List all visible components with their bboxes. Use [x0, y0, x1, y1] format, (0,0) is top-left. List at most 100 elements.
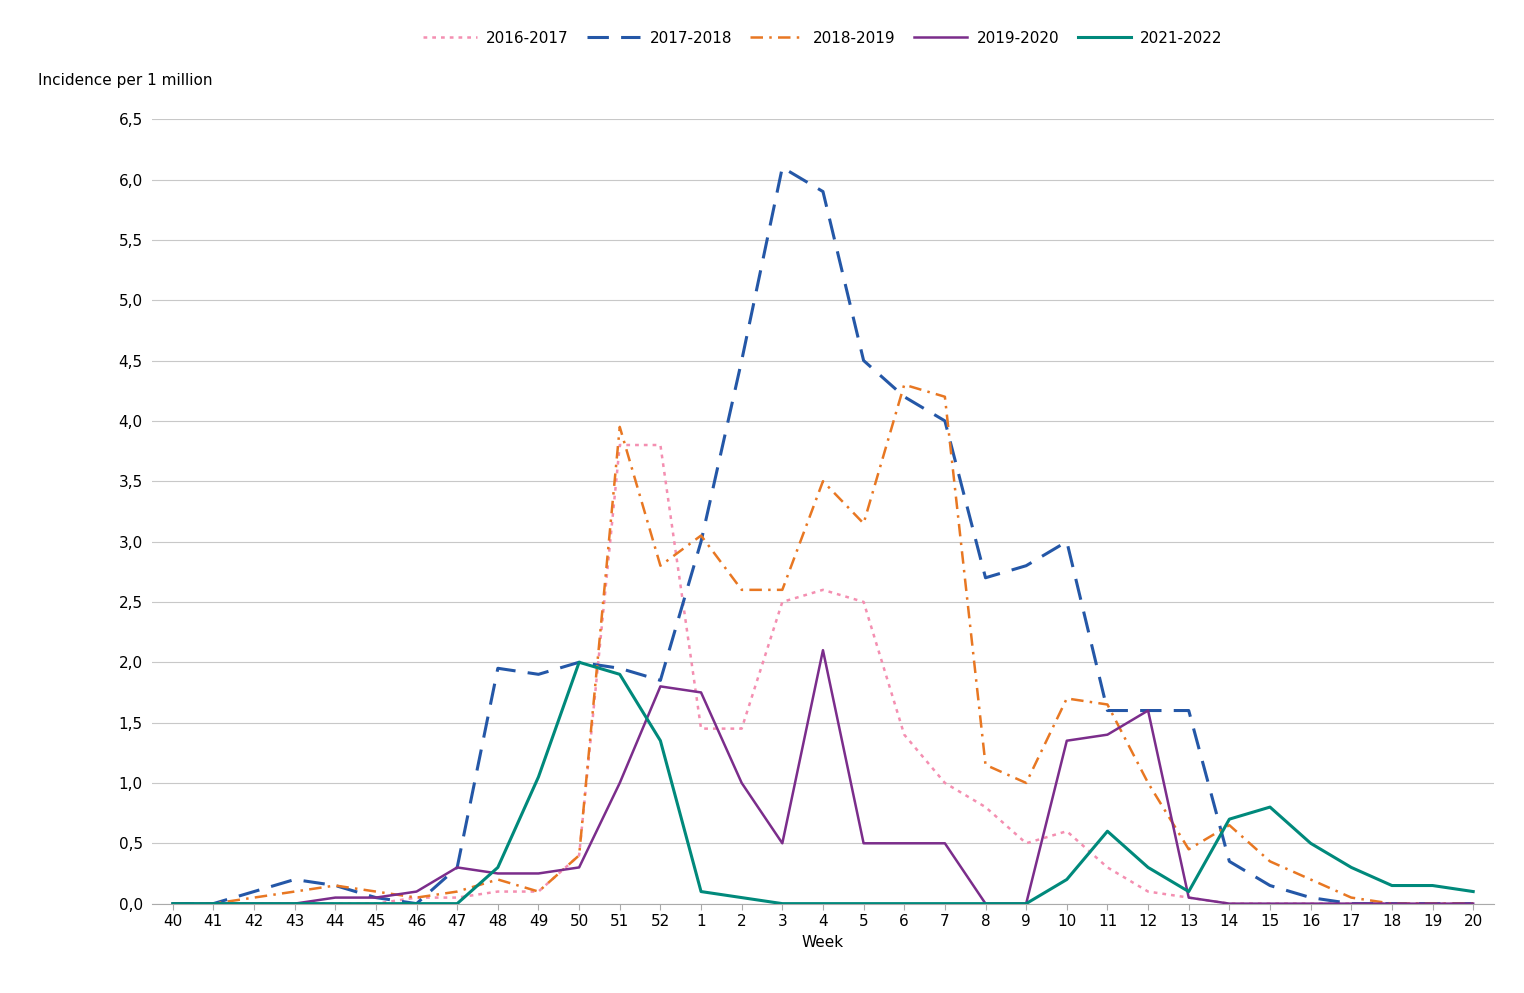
2019-2020	[773, 837, 791, 849]
2019-2020	[1099, 729, 1117, 741]
2021-2022	[1099, 825, 1117, 837]
2017-2018	[245, 886, 264, 898]
2021-2022	[326, 898, 344, 910]
2021-2022	[1301, 837, 1320, 849]
2017-2018	[1382, 898, 1401, 910]
2018-2019	[285, 886, 303, 898]
2018-2019	[245, 892, 264, 904]
2019-2020	[326, 892, 344, 904]
2019-2020	[407, 886, 425, 898]
2016-2017	[1382, 898, 1401, 910]
2019-2020	[692, 686, 710, 698]
2017-2018	[489, 662, 507, 674]
2021-2022	[163, 898, 181, 910]
Line: 2016-2017: 2016-2017	[172, 445, 1474, 904]
2019-2020	[936, 837, 954, 849]
2019-2020	[1301, 898, 1320, 910]
2021-2022	[1423, 880, 1442, 892]
2021-2022	[529, 771, 547, 782]
Line: 2019-2020: 2019-2020	[172, 650, 1474, 904]
2019-2020	[1423, 898, 1442, 910]
2019-2020	[204, 898, 223, 910]
2017-2018	[1343, 898, 1361, 910]
X-axis label: Week: Week	[802, 934, 844, 949]
2018-2019	[1138, 777, 1157, 788]
2018-2019	[977, 759, 995, 771]
2017-2018	[163, 898, 181, 910]
2017-2018	[1221, 855, 1239, 867]
2016-2017	[1099, 862, 1117, 874]
2021-2022	[204, 898, 223, 910]
2019-2020	[651, 680, 669, 692]
2019-2020	[1465, 898, 1483, 910]
2018-2019	[1260, 855, 1279, 867]
2017-2018	[1301, 892, 1320, 904]
2018-2019	[163, 898, 181, 910]
2017-2018	[855, 355, 873, 366]
2019-2020	[814, 644, 832, 656]
2016-2017	[326, 898, 344, 910]
Text: Incidence per 1 million: Incidence per 1 million	[38, 72, 213, 87]
2018-2019	[407, 892, 425, 904]
2021-2022	[692, 886, 710, 898]
2021-2022	[611, 668, 629, 680]
2018-2019	[204, 898, 223, 910]
2019-2020	[245, 898, 264, 910]
Line: 2017-2018: 2017-2018	[172, 168, 1474, 904]
2019-2020	[1138, 705, 1157, 717]
2019-2020	[733, 777, 751, 788]
2018-2019	[611, 421, 629, 433]
2016-2017	[1343, 898, 1361, 910]
2021-2022	[814, 898, 832, 910]
2021-2022	[773, 898, 791, 910]
2016-2017	[285, 898, 303, 910]
2017-2018	[733, 355, 751, 366]
2018-2019	[733, 584, 751, 596]
2016-2017	[245, 898, 264, 910]
2019-2020	[1180, 892, 1198, 904]
2019-2020	[855, 837, 873, 849]
2016-2017	[570, 849, 588, 861]
2016-2017	[529, 886, 547, 898]
Legend: 2016-2017, 2017-2018, 2018-2019, 2019-2020, 2021-2022: 2016-2017, 2017-2018, 2018-2019, 2019-20…	[418, 25, 1228, 52]
2018-2019	[367, 886, 386, 898]
2017-2018	[1138, 705, 1157, 717]
2016-2017	[895, 729, 913, 741]
2016-2017	[855, 596, 873, 608]
2019-2020	[570, 862, 588, 874]
2016-2017	[407, 892, 425, 904]
2018-2019	[1465, 898, 1483, 910]
2016-2017	[1465, 898, 1483, 910]
2017-2018	[570, 656, 588, 668]
2018-2019	[529, 886, 547, 898]
2017-2018	[1423, 898, 1442, 910]
2019-2020	[448, 862, 466, 874]
2021-2022	[1465, 886, 1483, 898]
2017-2018	[611, 662, 629, 674]
2021-2022	[1343, 862, 1361, 874]
2017-2018	[204, 898, 223, 910]
2016-2017	[1017, 837, 1035, 849]
2018-2019	[1017, 777, 1035, 788]
2021-2022	[1138, 862, 1157, 874]
2017-2018	[448, 862, 466, 874]
2021-2022	[1180, 886, 1198, 898]
2016-2017	[1058, 825, 1076, 837]
2016-2017	[1260, 898, 1279, 910]
2021-2022	[895, 898, 913, 910]
2021-2022	[1260, 801, 1279, 813]
2018-2019	[1180, 843, 1198, 855]
2021-2022	[1017, 898, 1035, 910]
2019-2020	[489, 868, 507, 880]
2019-2020	[1058, 735, 1076, 747]
2019-2020	[285, 898, 303, 910]
2021-2022	[733, 892, 751, 904]
2018-2019	[1382, 898, 1401, 910]
2019-2020	[1343, 898, 1361, 910]
2019-2020	[611, 777, 629, 788]
2016-2017	[692, 723, 710, 735]
2021-2022	[1221, 813, 1239, 825]
2018-2019	[1423, 898, 1442, 910]
2017-2018	[529, 668, 547, 680]
2021-2022	[285, 898, 303, 910]
